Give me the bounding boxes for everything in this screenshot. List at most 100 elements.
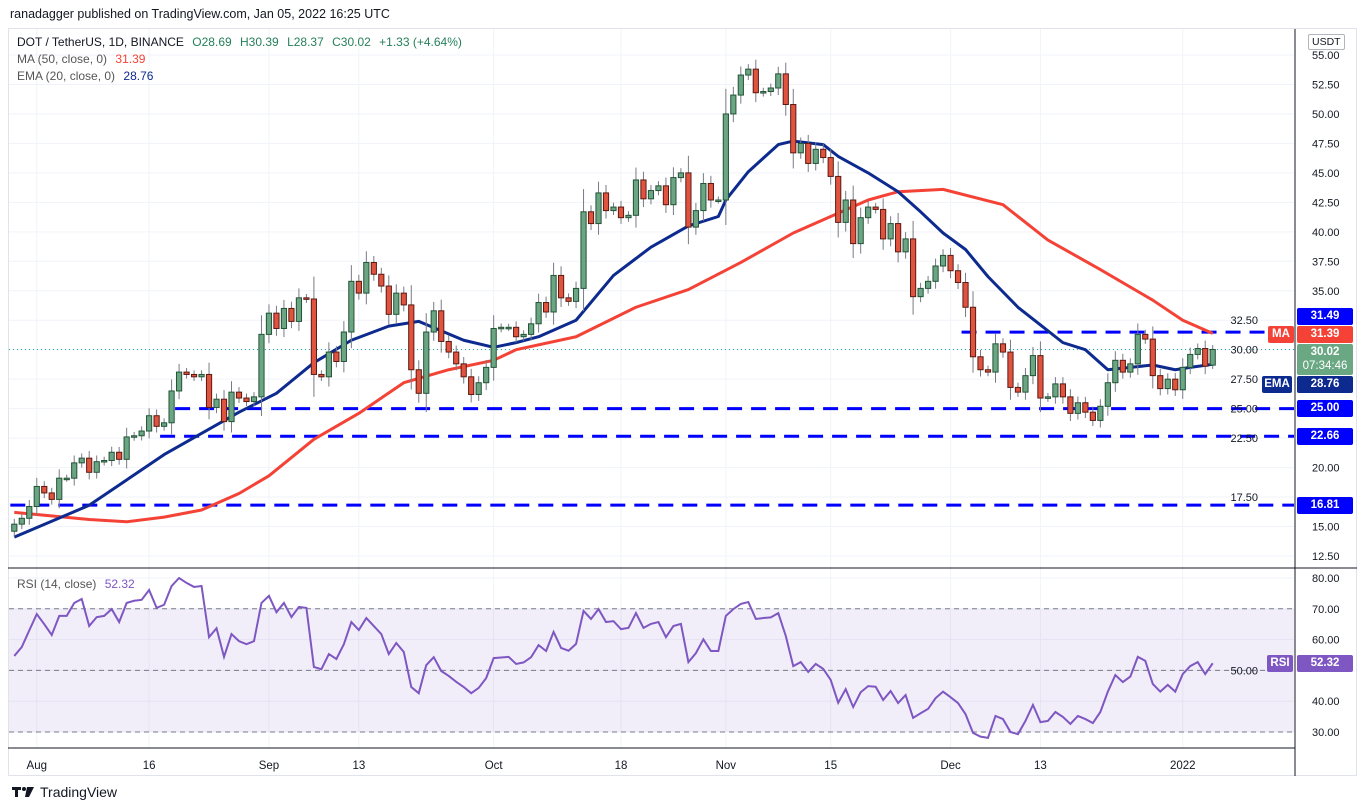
- candle: [572, 281, 580, 309]
- candle: [213, 393, 220, 414]
- candle: [393, 284, 400, 324]
- candle-body-up: [161, 422, 168, 427]
- candle: [1149, 326, 1156, 389]
- rsi-tick-label: 40.00: [1312, 696, 1340, 708]
- currency-label[interactable]: USDT: [1308, 34, 1345, 50]
- candle-body-up: [595, 192, 602, 225]
- tradingview-logo[interactable]: TradingView: [12, 784, 117, 800]
- candle: [602, 184, 610, 219]
- candle: [378, 267, 385, 293]
- candle-body-up: [797, 142, 804, 154]
- close-value: C30.02: [332, 35, 371, 49]
- candle: [220, 390, 228, 431]
- price-tick-label: 17.50: [1230, 492, 1258, 504]
- price-tick-label: 37.50: [1312, 256, 1340, 268]
- candle-body-down: [984, 369, 992, 373]
- ema-price-tag: 28.76: [1297, 376, 1353, 393]
- candle-body-down: [962, 282, 969, 308]
- candle-body-up: [1022, 375, 1029, 393]
- candle-body-up: [63, 477, 70, 481]
- candle-body-down: [378, 273, 385, 287]
- candle: [767, 83, 774, 96]
- candle: [258, 315, 265, 417]
- candle: [1082, 396, 1089, 419]
- candle-body-down: [273, 312, 280, 329]
- candle: [820, 143, 827, 164]
- rsi-tick-label: 50.00: [1230, 665, 1258, 677]
- rsi-legend[interactable]: RSI (14, close) 52.32: [17, 577, 140, 591]
- candle: [183, 367, 190, 379]
- symbol-label[interactable]: DOT / TetherUS, 1D, BINANCE: [17, 35, 184, 49]
- candle-body-down: [468, 376, 475, 395]
- candle: [1089, 406, 1096, 427]
- candle-body-down: [1089, 411, 1096, 421]
- candle-body-up: [670, 177, 677, 206]
- candle-body-up: [887, 223, 894, 240]
- level-16-price-tag: 16.81: [1297, 496, 1353, 514]
- candle-body-up: [550, 274, 557, 313]
- last-price: 30.02: [1310, 346, 1340, 358]
- candle-body-up: [430, 310, 437, 333]
- candle: [490, 315, 497, 381]
- candle: [483, 360, 490, 391]
- ema-legend[interactable]: EMA (20, close, 0) 28.76: [17, 69, 158, 83]
- price-tick-label: 42.50: [1312, 197, 1340, 209]
- candle: [535, 293, 542, 333]
- candle: [445, 335, 452, 359]
- bar-countdown: 07:34:46: [1302, 360, 1348, 372]
- candle: [850, 185, 857, 259]
- candle-body-up: [1097, 405, 1104, 421]
- candle: [550, 262, 557, 325]
- candle-body-down: [880, 208, 887, 240]
- time-tick-label: Sep: [259, 760, 279, 772]
- candle: [288, 301, 295, 329]
- candle-body-down: [557, 274, 565, 299]
- level-25-price-tag: 25.00: [1297, 400, 1353, 418]
- candle-body-up: [131, 435, 138, 438]
- candle: [131, 431, 138, 441]
- candle: [63, 474, 70, 482]
- candle-body-up: [677, 172, 685, 179]
- candle: [513, 321, 520, 343]
- candle: [78, 453, 85, 468]
- rsi-tick-label: 30.00: [1312, 727, 1340, 739]
- candle-body-up: [393, 292, 400, 315]
- candle: [580, 189, 587, 312]
- axes: 55.00 52.50 50.00 47.50 45.00 42.50 40.00 37.50…: [8, 29, 1357, 776]
- candle-body-up: [490, 327, 497, 368]
- candle: [430, 301, 437, 341]
- candle: [999, 338, 1007, 358]
- candle: [400, 286, 407, 312]
- candle: [977, 349, 984, 377]
- candle-body-up: [340, 331, 347, 362]
- candle: [782, 62, 789, 116]
- candle: [917, 282, 924, 303]
- candle-body-up: [78, 457, 85, 464]
- candle: [932, 258, 939, 289]
- candle-body-down: [1037, 355, 1044, 399]
- horizontal-levels[interactable]: [9, 330, 1294, 507]
- candle: [662, 177, 670, 213]
- ma-legend[interactable]: MA (50, close, 0) 31.39: [17, 52, 150, 66]
- candle-body-down: [617, 206, 625, 219]
- candle: [475, 376, 482, 401]
- candle-body-up: [535, 302, 542, 325]
- candle-body-up: [1112, 359, 1119, 384]
- candle: [587, 205, 595, 231]
- candle: [880, 198, 887, 250]
- candle: [1187, 347, 1194, 375]
- candle-body-down: [183, 371, 190, 375]
- time-tick-label: Nov: [716, 760, 737, 772]
- candle-body-down: [243, 397, 250, 403]
- candle: [887, 216, 894, 247]
- candle: [101, 456, 108, 466]
- candle-body-up: [146, 415, 153, 432]
- candle-body-down: [385, 285, 392, 315]
- candle-body-up: [348, 280, 355, 333]
- candle-body-up: [580, 211, 587, 289]
- candle-body-up: [1179, 366, 1186, 391]
- candle: [924, 276, 932, 294]
- price-tick-label: 25.00: [1230, 404, 1258, 416]
- candle: [325, 342, 332, 387]
